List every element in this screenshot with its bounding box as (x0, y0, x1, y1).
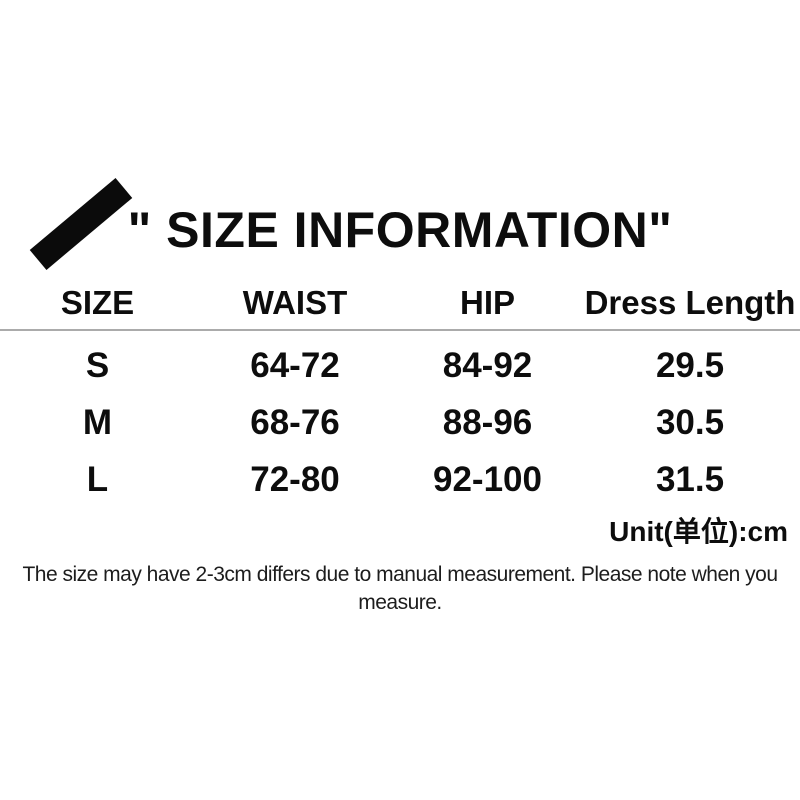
cell-waist: 64-72 (250, 345, 340, 385)
unit-label: Unit(单位):cm (609, 516, 788, 547)
size-table-body: S 64-72 84-92 29.5 M 68-76 88-96 30.5 L … (0, 337, 800, 508)
cell-dress-length: 30.5 (655, 402, 725, 442)
header-divider (0, 329, 800, 331)
column-header-hip: HIP (459, 284, 515, 321)
size-chart-title: " SIZE INFORMATION" (127, 202, 673, 258)
measurement-note: The size may have 2-3cm differs due to m… (22, 563, 778, 614)
table-header-row: SIZE WAIST HIP Dress Length (0, 281, 800, 325)
cell-hip: 84-92 (442, 345, 533, 385)
table-row-m: M 68-76 88-96 30.5 (0, 394, 800, 451)
cell-dress-length: 29.5 (655, 345, 725, 385)
cell-waist: 72-80 (250, 459, 340, 499)
column-header-size: SIZE (60, 284, 135, 321)
cell-size: L (86, 459, 109, 499)
cell-waist: 68-76 (250, 402, 340, 442)
column-header-dress-length: Dress Length (584, 284, 796, 321)
column-header-waist: WAIST (242, 284, 348, 321)
table-row-l: L 72-80 92-100 31.5 (0, 451, 800, 508)
table-row-s: S 64-72 84-92 29.5 (0, 337, 800, 394)
cell-dress-length: 31.5 (655, 459, 725, 499)
cell-size: S (85, 345, 110, 385)
cell-size: M (82, 402, 113, 442)
cell-hip: 88-96 (442, 402, 533, 442)
cell-hip: 92-100 (433, 459, 542, 499)
